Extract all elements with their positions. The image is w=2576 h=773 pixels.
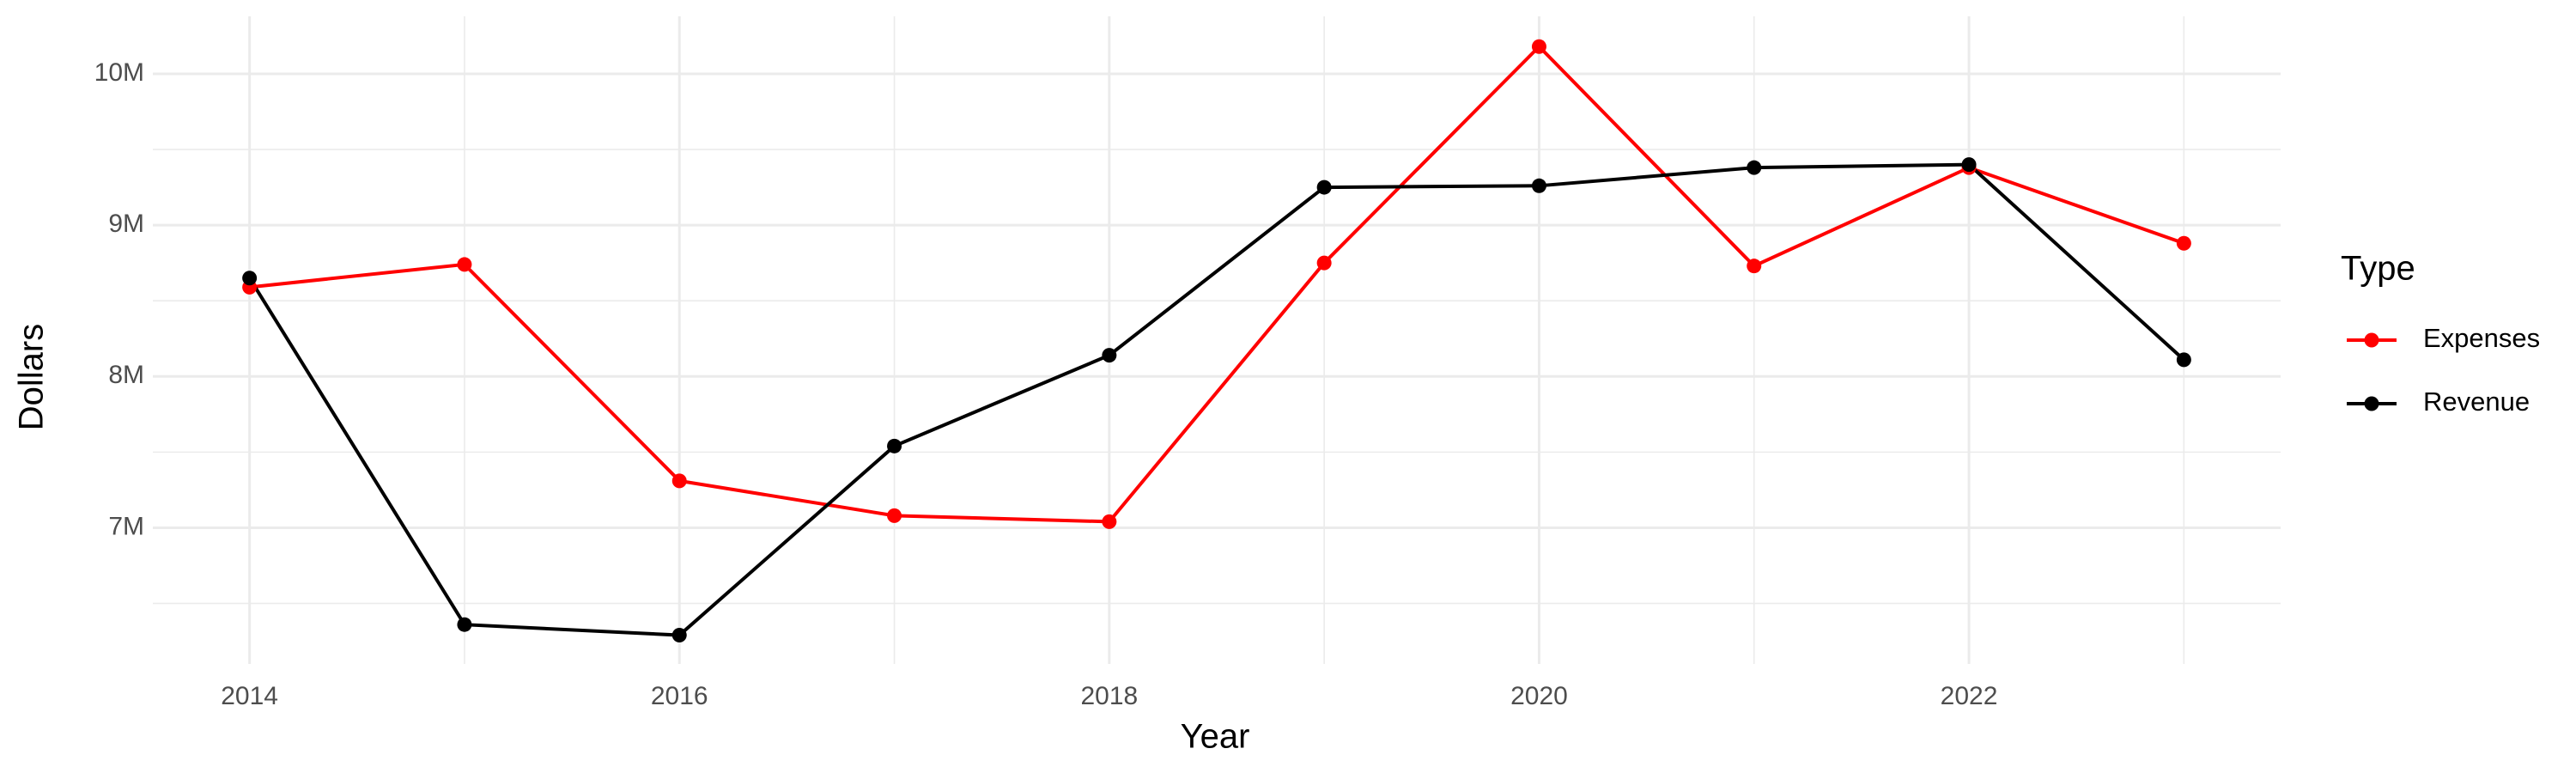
y-tick-label: 9M (108, 210, 144, 238)
data-point (671, 473, 687, 489)
series-line (249, 44, 2185, 524)
data-point (457, 257, 472, 272)
legend: Expenses Revenue (2347, 323, 2540, 417)
x-axis-title: Year (1181, 718, 1250, 756)
data-point (2176, 352, 2191, 368)
legend-marker (2364, 396, 2379, 411)
data-point (887, 438, 902, 453)
y-tick-label: 8M (108, 361, 144, 389)
x-tick-label: 2014 (221, 682, 278, 710)
data-point (887, 508, 902, 523)
series-line (247, 162, 2185, 637)
legend-label: Expenses (2423, 323, 2540, 353)
data-point (1531, 178, 1546, 193)
grid (153, 16, 2281, 664)
x-tick-label: 2018 (1080, 682, 1138, 710)
data-point (1531, 39, 1546, 54)
data-point (1961, 157, 1977, 173)
x-tick-label: 2022 (1941, 682, 1998, 710)
data-point (457, 617, 472, 632)
plot-marks (242, 39, 2191, 643)
data-point (671, 628, 687, 643)
x-tick-label: 2016 (651, 682, 708, 710)
data-point (1316, 255, 1332, 271)
data-point (1102, 348, 1117, 363)
data-point (1747, 259, 1762, 274)
legend-label: Revenue (2423, 386, 2530, 417)
data-point (2176, 235, 2191, 251)
y-tick-label: 7M (108, 512, 144, 540)
y-tick-label: 10M (94, 58, 144, 87)
data-point (1316, 180, 1332, 195)
x-tick-label: 2020 (1510, 682, 1568, 710)
legend-title: Type (2341, 250, 2415, 288)
data-point (1747, 160, 1762, 175)
y-axis-title: Dollars (13, 324, 51, 430)
legend-marker (2364, 332, 2379, 348)
data-point (242, 271, 258, 286)
data-point (1102, 514, 1117, 529)
